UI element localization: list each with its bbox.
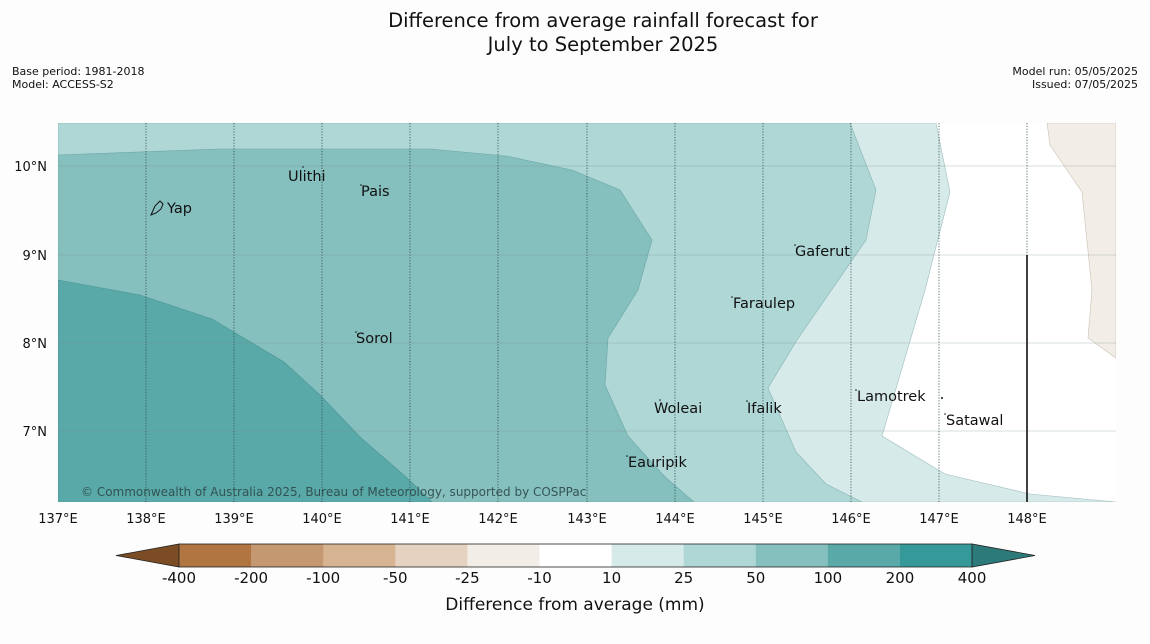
- place-label-pais: Pais: [361, 184, 390, 200]
- model-name: Model: ACCESS-S2: [12, 78, 114, 91]
- colorbar-tick-label: 10: [602, 569, 621, 587]
- colorbar-segment: [900, 544, 973, 567]
- colorbar-label: Difference from average (mm): [445, 595, 704, 615]
- zone-wet-100-200: [58, 279, 433, 502]
- colorbar-segment: [683, 544, 757, 567]
- lat-label-9n: 9°N: [23, 249, 48, 264]
- colorbar-segment: [323, 544, 396, 567]
- lat-label-10n: 10°N: [14, 160, 47, 175]
- lon-label-146e: 146°E: [831, 512, 871, 527]
- place-label-ifalik: Ifalik: [747, 401, 782, 417]
- lon-gridlines: [145, 123, 1028, 502]
- lat-labels: 10°N 9°N 8°N 7°N: [14, 160, 47, 440]
- lon-label-141e: 141°E: [390, 512, 430, 527]
- colorbar-tick-label: -50: [383, 569, 408, 587]
- place-label-eauripik: Eauripik: [628, 455, 687, 471]
- colorbar-tick-label: 400: [958, 569, 987, 587]
- issued-date: Issued: 07/05/2025: [1031, 78, 1138, 91]
- model-run: Model run: 05/05/2025: [1012, 65, 1138, 78]
- colorbar-segment: [539, 544, 612, 567]
- colorbar-legend: -400 -200 -100 -50 -25 -10 10 25 50 100 200 400: [115, 543, 1036, 587]
- zone-dry-slight: [1046, 123, 1116, 359]
- colorbar-tick-label: 200: [886, 569, 915, 587]
- colorbar-tick-label: -200: [234, 569, 268, 587]
- lat-label-7n: 7°N: [23, 425, 48, 440]
- place-label-lamotrek: Lamotrek: [857, 389, 926, 405]
- colorbar-segment: [395, 544, 468, 567]
- lon-label-144e: 144°E: [655, 512, 695, 527]
- lon-label-139e: 139°E: [214, 512, 254, 527]
- title-line-2: July to September 2025: [487, 33, 719, 56]
- colorbar-segment: [251, 544, 324, 567]
- colorbar-segment: [467, 544, 540, 567]
- island-dots: [302, 166, 946, 457]
- colorbar-arrow-right: [971, 543, 1036, 568]
- place-label-satawal: Satawal: [946, 413, 1003, 429]
- colorbar-tick-label: -400: [162, 569, 196, 587]
- lon-label-145e: 145°E: [743, 512, 783, 527]
- lon-label-148e: 148°E: [1007, 512, 1047, 527]
- place-label-gaferut: Gaferut: [795, 244, 850, 260]
- colorbar-tick-label: -10: [527, 569, 552, 587]
- colorbar-tick-label: 50: [746, 569, 765, 587]
- lon-label-142e: 142°E: [478, 512, 518, 527]
- meta-left: Base period: 1981-2018 Model: ACCESS-S2: [12, 65, 144, 91]
- lon-label-137e: 137°E: [38, 512, 78, 527]
- place-label-woleai: Woleai: [654, 401, 702, 417]
- meta-right: Model run: 05/05/2025 Issued: 07/05/2025: [1012, 65, 1138, 91]
- lon-label-147e: 147°E: [919, 512, 959, 527]
- place-label-sorol: Sorol: [356, 331, 393, 347]
- lat-label-8n: 8°N: [23, 337, 48, 352]
- base-period: Base period: 1981-2018: [12, 65, 145, 78]
- lon-labels: 137°E 138°E 139°E 140°E 141°E 142°E 143°…: [38, 512, 1047, 527]
- lon-label-138e: 138°E: [126, 512, 166, 527]
- colorbar-segment: [611, 544, 684, 567]
- copyright-text: © Commonwealth of Australia 2025, Bureau…: [81, 485, 586, 499]
- colorbar-segment: [827, 544, 901, 567]
- yap-island-outline: [150, 200, 164, 216]
- map-title: Difference from average rainfall forecas…: [0, 9, 1150, 57]
- colorbar-tick-label: 100: [814, 569, 843, 587]
- colorbar-outline: [178, 543, 973, 568]
- place-label-yap: Yap: [166, 201, 192, 217]
- title-line-1: Difference from average rainfall forecas…: [388, 9, 818, 32]
- colorbar-segment: [179, 544, 252, 567]
- colorbar-arrow-left: [115, 543, 180, 568]
- colorbar-segment: [755, 544, 829, 567]
- place-label-faraulep: Faraulep: [733, 296, 795, 312]
- place-labels: Ulithi Pais Yap Gaferut Faraulep Sorol L…: [166, 169, 1003, 471]
- lon-label-143e: 143°E: [567, 512, 607, 527]
- lon-label-140e: 140°E: [302, 512, 342, 527]
- colorbar-tick-label: -100: [306, 569, 340, 587]
- colorbar-tick-label: 25: [674, 569, 693, 587]
- place-label-ulithi: Ulithi: [288, 169, 326, 185]
- rainfall-map: Ulithi Pais Yap Gaferut Faraulep Sorol L…: [58, 123, 1116, 502]
- colorbar-tick-label: -25: [455, 569, 480, 587]
